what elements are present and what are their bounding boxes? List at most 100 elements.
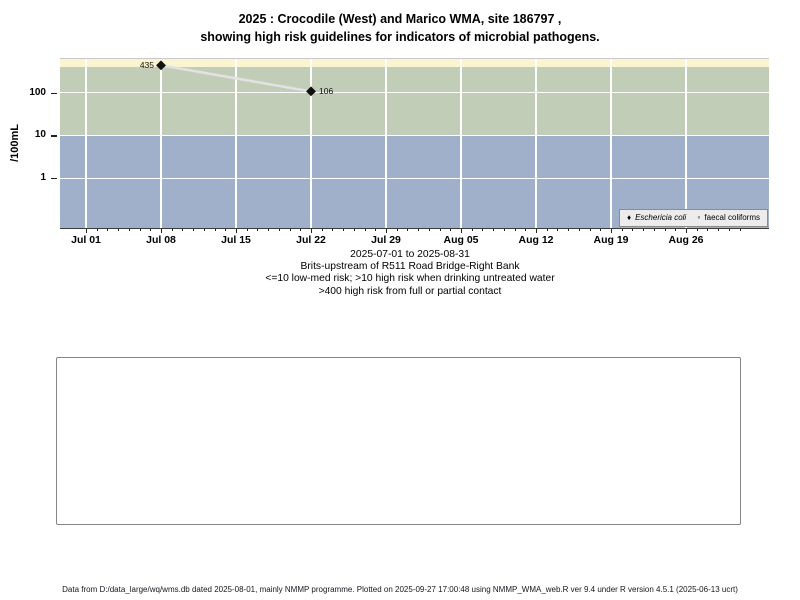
x-axis-tick — [321, 229, 323, 232]
x-tick-label: Jul 29 — [371, 234, 401, 246]
x-axis-tick — [514, 229, 516, 232]
x-axis-tick — [503, 229, 505, 232]
v-gridline — [385, 59, 387, 228]
x-axis-tick — [696, 229, 698, 232]
v-gridline — [535, 59, 537, 228]
x-axis-tick — [257, 229, 259, 232]
x-tick-label: Aug 12 — [518, 234, 554, 246]
x-axis-tick — [525, 229, 527, 232]
high-risk-contact-band — [60, 59, 769, 67]
chart-title: 2025 : Crocodile (West) and Marico WMA, … — [0, 10, 800, 46]
legend-entry-ecoli: ♦ Eschericia coli — [627, 213, 686, 223]
legend-entry-faecal-coliforms: ◦ faecal coliforms — [697, 212, 760, 223]
x-axis-tick — [546, 229, 548, 232]
chart-legend: ♦ Eschericia coli ◦ faecal coliforms — [618, 209, 768, 227]
x-axis-tick — [664, 229, 666, 232]
x-axis-tick — [386, 229, 387, 233]
x-tick-label: Jul 08 — [146, 234, 176, 246]
legend-label-ecoli: Eschericia coli — [635, 213, 687, 222]
x-axis-tick — [236, 229, 237, 233]
x-axis-tick — [482, 229, 484, 232]
x-axis-tick — [643, 229, 645, 232]
x-axis-tick — [107, 229, 109, 232]
x-axis-tick — [289, 229, 291, 232]
y-axis-tick — [51, 92, 57, 94]
x-axis-tick — [225, 229, 227, 232]
x-axis-tick — [86, 229, 87, 233]
x-axis-tick — [171, 229, 173, 232]
x-axis-tick — [632, 229, 634, 232]
x-axis-tick — [718, 229, 720, 232]
x-axis-tick — [246, 229, 248, 232]
data-point-label: 106 — [319, 85, 334, 96]
plot-area: ♦ Eschericia coli ◦ faecal coliforms 100… — [29, 58, 769, 246]
x-axis-tick — [450, 229, 452, 232]
x-axis-tick — [686, 229, 687, 233]
y-tick-label: 1 — [40, 172, 46, 184]
y-tick-label: 100 — [29, 86, 46, 98]
x-axis-tick — [621, 229, 623, 232]
x-axis-tick — [268, 229, 270, 232]
x-axis-tick — [182, 229, 184, 232]
chart-title-line1: 2025 : Crocodile (West) and Marico WMA, … — [238, 12, 562, 26]
v-gridline — [235, 59, 237, 228]
x-tick-label: Aug 05 — [443, 234, 479, 246]
x-axis-tick — [557, 229, 559, 232]
high-risk-drinking-band — [60, 66, 769, 136]
filled-diamond-icon: ♦ — [626, 213, 632, 222]
x-axis-tick — [461, 229, 462, 233]
x-axis-tick — [396, 229, 398, 232]
caption-date-range: 2025-07-01 to 2025-08-31 — [350, 249, 470, 260]
x-tick-label: Jul 01 — [71, 234, 101, 246]
x-axis-tick — [150, 229, 152, 232]
x-axis-tick — [578, 229, 580, 232]
v-gridline — [85, 59, 87, 228]
y-axis-tick — [51, 135, 57, 137]
data-point-label: 435 — [139, 59, 154, 70]
caption-site-description: Brits-upstream of R511 Road Bridge-Right… — [300, 261, 520, 273]
x-axis-tick — [536, 229, 537, 233]
x-axis-tick — [139, 229, 141, 232]
x-axis-tick — [203, 229, 205, 232]
x-axis-tick — [407, 229, 409, 232]
x-axis-tick — [193, 229, 195, 232]
x-axis-tick — [353, 229, 355, 232]
x-axis-tick — [128, 229, 130, 232]
y-tick-label: 10 — [34, 129, 46, 141]
x-axis-tick — [311, 229, 312, 233]
x-axis-tick — [653, 229, 655, 232]
x-axis-tick — [471, 229, 473, 232]
empty-panel — [56, 357, 741, 525]
x-axis-tick — [739, 229, 741, 232]
y-axis-title: /100mL — [9, 58, 21, 227]
x-axis-tick — [611, 229, 612, 233]
x-axis-tick — [118, 229, 120, 232]
open-circle-icon: ◦ — [697, 212, 701, 222]
x-axis-tick — [343, 229, 345, 232]
x-axis-tick — [278, 229, 280, 232]
h-gridline — [60, 91, 769, 94]
x-tick-label: Jul 15 — [221, 234, 251, 246]
x-axis-tick — [375, 229, 377, 232]
y-axis-tick — [51, 178, 57, 180]
chart-caption: 2025-07-01 to 2025-08-31 Brits-upstream … — [60, 249, 760, 298]
x-axis-tick — [214, 229, 216, 232]
h-gridline — [60, 177, 769, 179]
h-gridline — [60, 134, 769, 137]
x-axis-tick — [96, 229, 98, 232]
chart-title-line2: showing high risk guidelines for indicat… — [200, 30, 600, 44]
v-gridline — [160, 59, 162, 228]
x-tick-label: Aug 26 — [668, 234, 704, 246]
x-axis-tick — [439, 229, 441, 232]
caption-risk-guideline-contact: >400 high risk from full or partial cont… — [318, 285, 502, 297]
x-axis-tick — [707, 229, 709, 232]
x-axis-tick — [493, 229, 495, 232]
x-tick-label: Aug 19 — [593, 234, 629, 246]
x-axis-tick — [675, 229, 677, 232]
x-axis-tick — [161, 229, 162, 233]
x-axis-tick — [418, 229, 420, 232]
x-axis-tick — [589, 229, 591, 232]
v-gridline — [310, 59, 312, 228]
x-axis-tick — [728, 229, 730, 232]
